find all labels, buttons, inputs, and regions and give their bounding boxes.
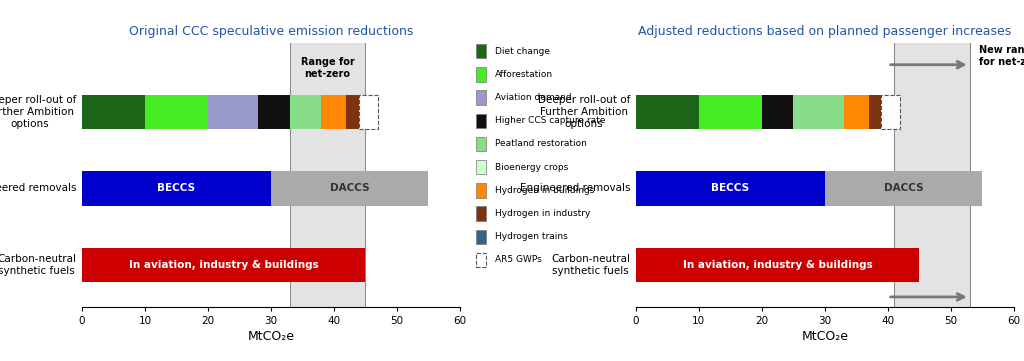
X-axis label: MtCO₂e: MtCO₂e [802, 330, 848, 343]
Bar [894, 43, 970, 307]
Title: Adjusted reductions based on planned passenger increases: Adjusted reductions based on planned pas… [638, 25, 1012, 38]
FancyBboxPatch shape [476, 67, 486, 82]
X-axis label: MtCO₂e: MtCO₂e [248, 330, 294, 343]
Text: Hydrogen in industry: Hydrogen in industry [495, 209, 590, 218]
Text: Aviation demand: Aviation demand [495, 93, 571, 102]
FancyBboxPatch shape [476, 206, 486, 221]
Bar [208, 95, 258, 129]
Text: In aviation, industry & buildings: In aviation, industry & buildings [129, 260, 318, 270]
Bar [82, 171, 271, 206]
Text: New range
for net-zero: New range for net-zero [979, 45, 1024, 67]
FancyBboxPatch shape [476, 90, 486, 105]
Bar [698, 95, 762, 129]
FancyBboxPatch shape [476, 114, 486, 128]
Bar [636, 171, 824, 206]
Text: Range for
net-zero: Range for net-zero [301, 57, 354, 79]
Bar [824, 171, 982, 206]
Text: Diet change: Diet change [495, 47, 550, 56]
Text: Hydrogen in buildings: Hydrogen in buildings [495, 186, 594, 195]
FancyBboxPatch shape [476, 137, 486, 151]
Bar [290, 43, 366, 307]
Bar [82, 248, 366, 282]
Bar [258, 95, 290, 129]
Bar [636, 95, 698, 129]
FancyBboxPatch shape [476, 230, 486, 244]
Bar [322, 95, 346, 129]
Text: In aviation, industry & buildings: In aviation, industry & buildings [683, 260, 872, 270]
Bar [882, 95, 900, 129]
FancyBboxPatch shape [476, 253, 486, 267]
Bar [346, 95, 359, 129]
Bar [359, 95, 378, 129]
Text: AR5 GWPs: AR5 GWPs [495, 256, 542, 265]
Text: BECCS: BECCS [712, 183, 750, 193]
Text: DACCS: DACCS [330, 183, 370, 193]
Text: Afforestation: Afforestation [495, 70, 553, 79]
FancyBboxPatch shape [476, 183, 486, 197]
Bar [869, 95, 882, 129]
Bar [290, 95, 322, 129]
Text: Higher CCS capture rate: Higher CCS capture rate [495, 116, 605, 125]
Bar [271, 171, 428, 206]
Text: Bioenergy crops: Bioenergy crops [495, 163, 568, 172]
Text: BECCS: BECCS [158, 183, 196, 193]
Bar [844, 95, 869, 129]
FancyBboxPatch shape [476, 44, 486, 58]
Bar [762, 95, 794, 129]
Bar [145, 95, 208, 129]
Bar [794, 95, 844, 129]
Text: DACCS: DACCS [884, 183, 924, 193]
Text: Peatland restoration: Peatland restoration [495, 139, 587, 148]
Text: Hydrogen trains: Hydrogen trains [495, 232, 567, 241]
FancyBboxPatch shape [476, 160, 486, 174]
Title: Original CCC speculative emission reductions: Original CCC speculative emission reduct… [129, 25, 413, 38]
Bar [636, 248, 920, 282]
Bar [82, 95, 145, 129]
